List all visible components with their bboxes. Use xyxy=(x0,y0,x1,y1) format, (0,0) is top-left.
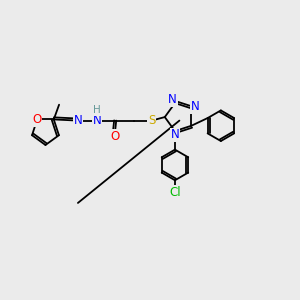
Text: O: O xyxy=(32,113,42,126)
Text: N: N xyxy=(93,114,101,127)
Text: S: S xyxy=(148,114,155,127)
Text: N: N xyxy=(190,100,199,113)
Text: H: H xyxy=(93,105,101,115)
Text: O: O xyxy=(110,130,119,143)
Text: N: N xyxy=(168,93,177,106)
Text: N: N xyxy=(171,128,179,141)
Text: N: N xyxy=(74,114,82,127)
Text: Cl: Cl xyxy=(169,185,181,199)
